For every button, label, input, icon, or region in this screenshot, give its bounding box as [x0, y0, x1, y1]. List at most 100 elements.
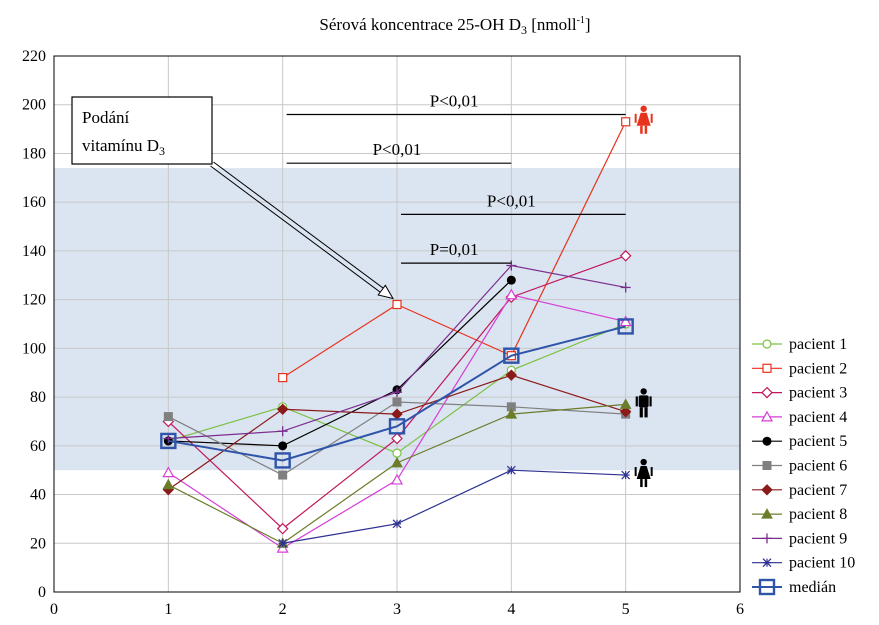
- legend-label-pacient-9: pacient 9: [789, 530, 847, 547]
- legend-marker-pacient-9: [762, 533, 772, 544]
- y-tick-label: 40: [30, 487, 46, 504]
- legend-marker-pacient-2: [762, 363, 772, 373]
- data-point-medián: [160, 432, 177, 450]
- significance-label: P<0,01: [487, 191, 536, 210]
- data-point-pacient-9: [620, 282, 631, 293]
- data-point-pacient-6: [392, 397, 402, 407]
- data-point-pacient-10: [278, 538, 288, 548]
- annotation-line-1: Podání: [82, 108, 130, 127]
- data-point-pacient-5: [278, 441, 288, 451]
- legend-label-pacient-7: pacient 7: [789, 482, 847, 499]
- series-line-pacient-2: [282, 121, 627, 379]
- data-point-pacient-1: [392, 448, 402, 458]
- legend-marker-pacient-6: [762, 461, 772, 470]
- legend-marker-pacient-7: [761, 484, 773, 496]
- y-tick-label: 120: [22, 292, 46, 309]
- legend: pacient 1 pacient 2 pacient 3 pacient 4 paci…: [752, 336, 855, 596]
- legend-item-pacient-4: pacient 4: [752, 409, 847, 426]
- y-tick-label: 20: [30, 535, 46, 552]
- annotation-box: [71, 96, 213, 165]
- data-point-pacient-7: [505, 369, 518, 381]
- y-tick-label: 220: [22, 48, 46, 65]
- legend-marker-pacient-3: [761, 386, 773, 399]
- legend-item-pacient-9: pacient 9: [752, 530, 847, 547]
- y-tick-label: 60: [30, 438, 46, 455]
- legend-marker-pacient-10: [762, 558, 772, 568]
- legend-item-pacient-5: pacient 5: [752, 433, 847, 450]
- data-point-pacient-4: [619, 315, 632, 327]
- data-point-pacient-3: [391, 432, 403, 445]
- data-point-pacient-4: [162, 466, 175, 478]
- data-point-pacient-3: [619, 249, 632, 262]
- data-point-pacient-6: [163, 412, 173, 422]
- data-point-pacient-10: [506, 465, 516, 475]
- y-tick-label: 140: [22, 243, 46, 260]
- female-icon: [634, 458, 653, 488]
- data-point-pacient-2: [621, 117, 631, 127]
- data-point-medián: [274, 452, 291, 469]
- data-point-pacient-9: [277, 426, 288, 437]
- data-point-pacient-2: [278, 373, 288, 383]
- legend-marker-medián: [758, 578, 776, 596]
- data-point-medián: [503, 347, 520, 364]
- legend-item-medián: medián: [752, 578, 836, 596]
- data-point-pacient-8: [391, 456, 403, 468]
- data-point-medián: [617, 318, 634, 335]
- legend-label-pacient-5: pacient 5: [789, 433, 847, 450]
- y-tick-label: 80: [30, 389, 46, 406]
- chart-title: Sérová koncentrace 25-OH D3 [nmoll-1]: [319, 15, 590, 37]
- legend-marker-pacient-1: [762, 339, 772, 349]
- x-tick-label: 0: [50, 601, 58, 618]
- significance-label: P<0,01: [430, 91, 479, 110]
- data-point-pacient-6: [278, 470, 288, 480]
- data-point-medián: [388, 418, 406, 435]
- legend-label-pacient-3: pacient 3: [789, 385, 847, 402]
- y-tick-label: 0: [38, 584, 46, 601]
- data-point-pacient-3: [276, 522, 289, 535]
- data-point-pacient-4: [505, 288, 518, 300]
- data-point-pacient-5: [506, 275, 516, 285]
- series-line-medián: [168, 325, 626, 462]
- significance-label: P<0,01: [373, 140, 422, 159]
- legend-label-pacient-1: pacient 1: [789, 336, 847, 353]
- series-line-pacient-10: [282, 469, 626, 544]
- plot-area: 0 1 2 3 4 5 6020406080100120140160180200220P<0…: [22, 48, 744, 618]
- legend-item-pacient-7: pacient 7: [752, 482, 847, 499]
- female-icon: [634, 105, 653, 134]
- legend-label-pacient-6: pacient 6: [789, 458, 847, 475]
- data-point-pacient-7: [276, 403, 289, 415]
- annotation-line-2: vitamínu D3: [82, 136, 165, 158]
- data-point-pacient-8: [619, 398, 632, 409]
- x-tick-label: 6: [736, 601, 744, 618]
- legend-label-medián: medián: [789, 579, 836, 596]
- legend-item-pacient-10: pacient 10: [752, 555, 855, 572]
- data-point-pacient-7: [619, 406, 632, 418]
- legend-item-pacient-8: pacient 8: [752, 506, 847, 523]
- series-line-pacient-5: [168, 279, 512, 447]
- annotation-arrow: [210, 161, 395, 300]
- legend-label-pacient-8: pacient 8: [789, 506, 847, 523]
- x-tick-label: 2: [279, 601, 287, 618]
- significance-label: P=0,01: [430, 240, 479, 259]
- legend-item-pacient-6: pacient 6: [752, 458, 847, 475]
- plot-frame: [53, 55, 741, 593]
- legend-label-pacient-10: pacient 10: [789, 555, 855, 572]
- legend-marker-pacient-5: [762, 436, 772, 446]
- male-icon: [635, 388, 652, 418]
- data-point-pacient-8: [162, 478, 175, 490]
- data-point-pacient-9: [506, 260, 517, 271]
- x-tick-label: 3: [393, 601, 401, 618]
- y-tick-label: 160: [22, 194, 46, 211]
- x-tick-label: 4: [507, 601, 515, 618]
- x-tick-label: 5: [622, 601, 630, 618]
- legend-label-pacient-4: pacient 4: [789, 409, 847, 426]
- y-tick-label: 180: [22, 145, 46, 162]
- data-point-pacient-10: [392, 519, 402, 529]
- y-tick-label: 100: [22, 340, 46, 357]
- legend-marker-pacient-8: [761, 508, 773, 519]
- data-point-pacient-2: [392, 299, 402, 310]
- data-point-pacient-8: [505, 408, 518, 419]
- data-point-pacient-4: [390, 473, 404, 485]
- legend-marker-pacient-4: [760, 410, 774, 422]
